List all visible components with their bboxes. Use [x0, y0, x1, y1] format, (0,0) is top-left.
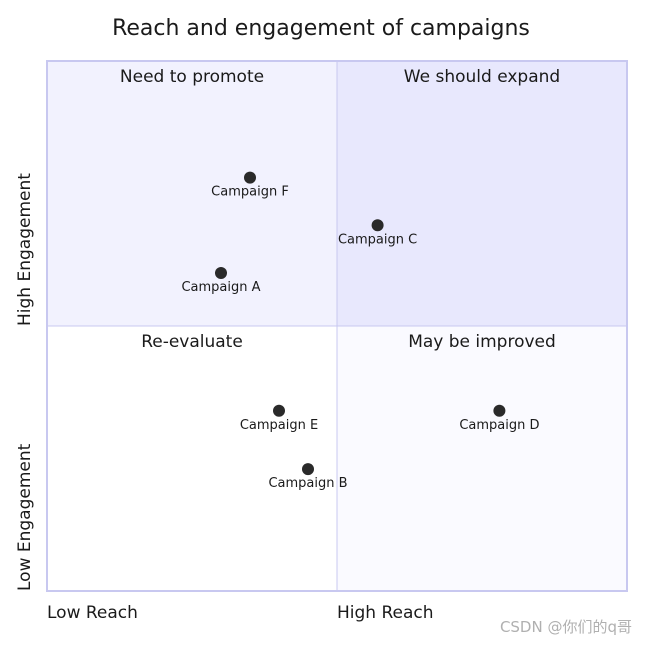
data-point — [493, 404, 506, 417]
watermark: CSDN @你们的q哥 — [499, 618, 632, 636]
quadrant-label-top-left: Need to promote — [120, 67, 264, 87]
y-axis-low-label: Low Engagement — [15, 443, 35, 591]
chart-title: Reach and engagement of campaigns — [112, 16, 530, 41]
quadrant-bottom-left — [47, 326, 337, 591]
data-point — [244, 171, 256, 184]
data-point — [215, 267, 227, 279]
quadrant-label-bottom-right: May be improved — [408, 332, 556, 352]
data-point-label: Campaign D — [459, 418, 539, 433]
data-point-label: Campaign B — [268, 476, 347, 491]
quadrant-top-left — [47, 61, 337, 326]
data-point-label: Campaign A — [181, 280, 260, 295]
quadrant-bottom-right — [337, 326, 627, 591]
quadrant-top-right — [337, 61, 627, 326]
data-point — [302, 463, 314, 476]
data-point-label: Campaign E — [240, 418, 318, 433]
quadrant-label-bottom-left: Re-evaluate — [141, 332, 243, 352]
data-point — [371, 219, 384, 232]
plot-border — [46, 60, 628, 592]
data-point-label: Campaign F — [211, 185, 289, 200]
quadrant-label-top-right: We should expand — [404, 67, 560, 87]
data-point-label: Campaign C — [338, 232, 417, 247]
y-axis-high-label: High Engagement — [15, 173, 35, 326]
points-layer: Campaign A Campaign B Campaign C Campaign D… — [181, 171, 539, 491]
data-point — [273, 404, 285, 417]
x-axis-high-label: High Reach — [337, 603, 434, 623]
x-axis-low-label: Low Reach — [47, 603, 138, 623]
